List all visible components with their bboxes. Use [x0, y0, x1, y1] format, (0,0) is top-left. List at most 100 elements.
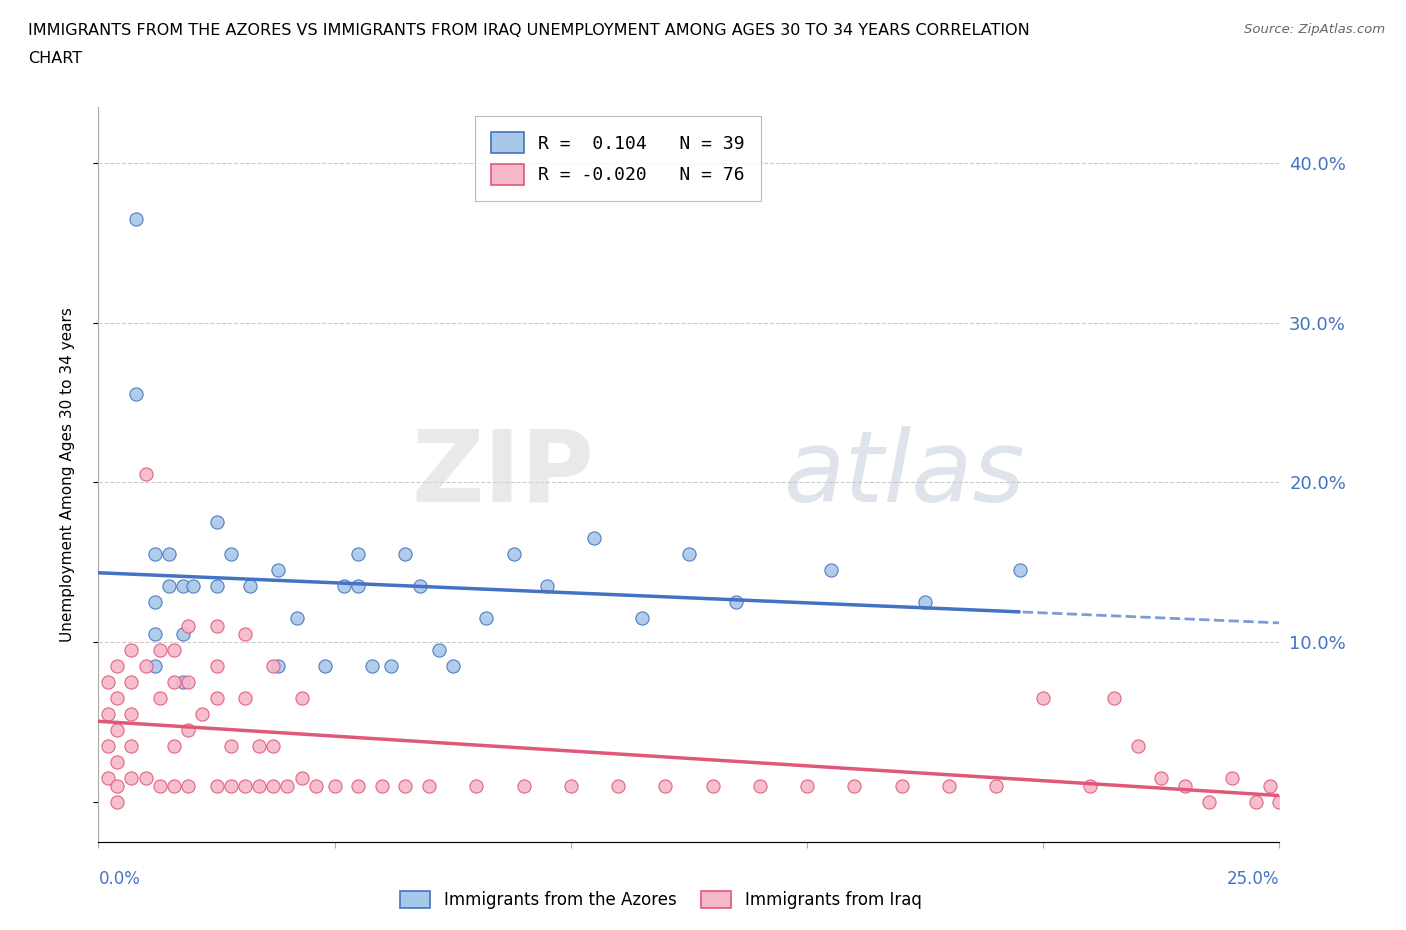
- Point: [143, 594, 166, 609]
- Point: [177, 723, 200, 737]
- Point: [239, 578, 262, 593]
- Point: [1080, 778, 1102, 793]
- Text: IMMIGRANTS FROM THE AZORES VS IMMIGRANTS FROM IRAQ UNEMPLOYMENT AMONG AGES 30 TO: IMMIGRANTS FROM THE AZORES VS IMMIGRANTS…: [28, 23, 1029, 38]
- Point: [135, 658, 157, 673]
- Point: [323, 778, 346, 793]
- Point: [121, 674, 143, 689]
- Point: [97, 707, 120, 722]
- Legend: Immigrants from the Azores, Immigrants from Iraq: Immigrants from the Azores, Immigrants f…: [392, 883, 929, 917]
- Point: [157, 547, 180, 562]
- Point: [441, 658, 464, 673]
- Text: CHART: CHART: [28, 51, 82, 66]
- Point: [796, 778, 818, 793]
- Point: [172, 627, 194, 642]
- Point: [233, 778, 256, 793]
- Point: [219, 778, 242, 793]
- Point: [247, 738, 270, 753]
- Point: [1102, 690, 1125, 705]
- Point: [125, 387, 148, 402]
- Point: [654, 778, 676, 793]
- Point: [97, 770, 120, 785]
- Point: [512, 778, 534, 793]
- Point: [418, 778, 440, 793]
- Point: [205, 578, 228, 593]
- Point: [276, 778, 298, 793]
- Text: atlas: atlas: [783, 426, 1025, 523]
- Point: [678, 547, 700, 562]
- Y-axis label: Unemployment Among Ages 30 to 34 years: Unemployment Among Ages 30 to 34 years: [60, 307, 75, 642]
- Point: [820, 563, 842, 578]
- Point: [938, 778, 960, 793]
- Point: [427, 643, 450, 658]
- Point: [149, 778, 172, 793]
- Text: ZIP: ZIP: [412, 426, 595, 523]
- Point: [262, 778, 284, 793]
- Point: [105, 794, 128, 809]
- Point: [105, 690, 128, 705]
- Point: [105, 723, 128, 737]
- Point: [205, 690, 228, 705]
- Point: [1220, 770, 1243, 785]
- Point: [748, 778, 770, 793]
- Point: [1150, 770, 1173, 785]
- Point: [205, 618, 228, 633]
- Point: [1198, 794, 1220, 809]
- Point: [702, 778, 724, 793]
- Point: [305, 778, 328, 793]
- Point: [285, 611, 308, 626]
- Point: [157, 578, 180, 593]
- Point: [262, 738, 284, 753]
- Point: [163, 778, 186, 793]
- Point: [536, 578, 558, 593]
- Point: [347, 778, 370, 793]
- Point: [347, 547, 370, 562]
- Point: [172, 674, 194, 689]
- Point: [267, 658, 290, 673]
- Point: [163, 643, 186, 658]
- Point: [105, 778, 128, 793]
- Point: [205, 515, 228, 530]
- Point: [560, 778, 582, 793]
- Point: [143, 547, 166, 562]
- Point: [181, 578, 204, 593]
- Point: [233, 627, 256, 642]
- Point: [149, 690, 172, 705]
- Point: [121, 643, 143, 658]
- Point: [219, 547, 242, 562]
- Point: [1174, 778, 1197, 793]
- Point: [177, 778, 200, 793]
- Point: [121, 770, 143, 785]
- Text: 0.0%: 0.0%: [98, 870, 141, 888]
- Text: 25.0%: 25.0%: [1227, 870, 1279, 888]
- Point: [219, 738, 242, 753]
- Point: [247, 778, 270, 793]
- Point: [890, 778, 912, 793]
- Point: [380, 658, 402, 673]
- Point: [121, 738, 143, 753]
- Point: [233, 690, 256, 705]
- Point: [1126, 738, 1149, 753]
- Point: [205, 658, 228, 673]
- Point: [725, 594, 748, 609]
- Point: [191, 707, 214, 722]
- Point: [630, 611, 652, 626]
- Point: [177, 674, 200, 689]
- Point: [97, 674, 120, 689]
- Point: [290, 770, 312, 785]
- Point: [583, 531, 606, 546]
- Point: [267, 563, 290, 578]
- Point: [143, 658, 166, 673]
- Point: [844, 778, 866, 793]
- Point: [1032, 690, 1054, 705]
- Point: [503, 547, 526, 562]
- Point: [361, 658, 384, 673]
- Text: Source: ZipAtlas.com: Source: ZipAtlas.com: [1244, 23, 1385, 36]
- Point: [465, 778, 488, 793]
- Point: [205, 778, 228, 793]
- Point: [408, 578, 430, 593]
- Point: [177, 618, 200, 633]
- Point: [172, 578, 194, 593]
- Point: [290, 690, 312, 705]
- Point: [1268, 794, 1291, 809]
- Point: [163, 674, 186, 689]
